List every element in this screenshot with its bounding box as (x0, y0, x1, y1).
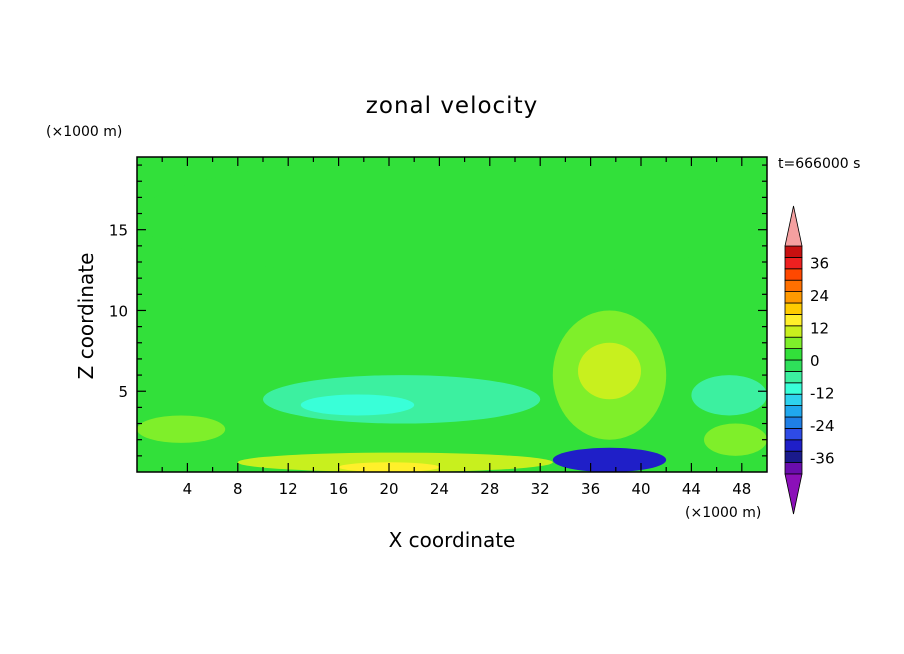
colorbar-level (784, 268, 803, 281)
colorbar-level (784, 450, 803, 464)
contour-region (691, 375, 767, 416)
colorbar-tick-label: 12 (810, 319, 829, 337)
x-tick-label: 32 (531, 480, 550, 498)
colorbar-level (784, 313, 803, 327)
colorbar-level (784, 439, 803, 452)
contour-region (552, 447, 667, 472)
colorbar-tick-label: -36 (810, 450, 835, 468)
y-tick-label: 5 (118, 383, 128, 401)
x-tick-label: 16 (329, 480, 348, 498)
x-tick-label: 44 (682, 480, 701, 498)
contour-region (578, 342, 641, 400)
y-unit-label: (×1000 m) (46, 124, 122, 140)
time-label: t=666000 s (778, 156, 860, 172)
x-tick-label: 28 (480, 480, 499, 498)
x-axis: 4 8 12 16 20 24 28 32 36 40 44 48 (161, 157, 751, 498)
y-axis-label: Z coordinate (74, 253, 98, 380)
x-tick-label: 8 (233, 480, 243, 498)
x-tick-label: 48 (732, 480, 751, 498)
colorbar-level (784, 405, 803, 418)
plot-area (136, 156, 768, 473)
chart-title: zonal velocity (366, 93, 538, 119)
contour-region (137, 415, 226, 443)
colorbar-level (784, 416, 803, 429)
x-tick-label: 36 (581, 480, 600, 498)
x-axis-label: X coordinate (389, 528, 516, 552)
colorbar-tick-label: 24 (810, 287, 829, 305)
colorbar-tick-label: -24 (810, 417, 835, 435)
colorbar-level (784, 256, 803, 270)
x-tick-label: 40 (631, 480, 650, 498)
colorbar-level (784, 359, 803, 372)
colorbar-level (784, 393, 803, 407)
x-unit-label: (×1000 m) (685, 505, 761, 521)
x-tick-label: 12 (279, 480, 298, 498)
colorbar-level (784, 336, 803, 350)
colorbar-tick-label: 0 (810, 352, 820, 370)
colorbar-level (784, 279, 803, 293)
y-axis: 5 10 15 (109, 164, 767, 457)
contour-region (300, 394, 415, 416)
colorbar-level (784, 462, 803, 475)
colorbar-over-triangle (784, 205, 803, 247)
colorbar-level (784, 291, 803, 304)
colorbar-under-triangle (784, 473, 803, 515)
y-tick-label: 15 (109, 222, 128, 240)
colorbar-level (784, 302, 803, 315)
contour-region (137, 157, 767, 279)
colorbar-level (784, 348, 803, 361)
contour-region (237, 452, 553, 472)
plot-frame (136, 156, 768, 473)
x-tick-label: 20 (379, 480, 398, 498)
colorbar-tick-label: 36 (810, 254, 829, 272)
colorbar-level (784, 325, 803, 338)
colorbar: 36 24 12 0 -12 -24 -36 (784, 205, 835, 515)
colorbar-tick-label: -12 (810, 385, 835, 403)
colorbar-level (784, 245, 803, 258)
colorbar-level (784, 370, 803, 384)
colorbar-level (784, 427, 803, 441)
x-tick-label: 4 (183, 480, 193, 498)
x-tick-label: 24 (430, 480, 449, 498)
contour-region (704, 423, 767, 456)
y-tick-label: 10 (109, 302, 128, 320)
colorbar-level (784, 382, 803, 395)
